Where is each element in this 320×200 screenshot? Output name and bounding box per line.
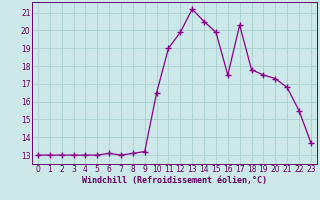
X-axis label: Windchill (Refroidissement éolien,°C): Windchill (Refroidissement éolien,°C) [82,176,267,185]
